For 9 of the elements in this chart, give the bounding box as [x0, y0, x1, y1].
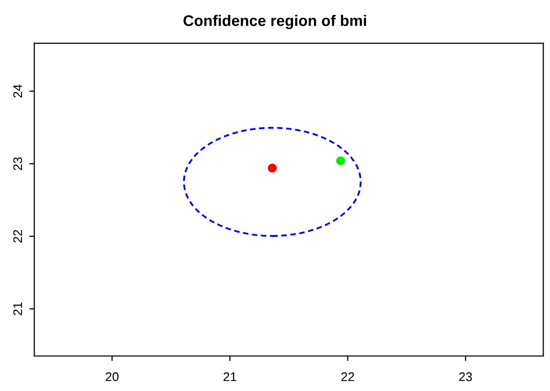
chart-title: Confidence region of bmi [184, 14, 366, 30]
x-tick-label: 22 [341, 372, 354, 382]
x-tick-label: 21 [224, 372, 236, 382]
x-tick-label: 23 [459, 372, 472, 382]
y-tick-label: 21 [13, 302, 22, 316]
y-tick-label: 24 [13, 84, 22, 98]
y-tick-label: 22 [13, 230, 22, 243]
x-tick-label: 20 [106, 372, 119, 382]
y-tick-label: 23 [13, 157, 22, 170]
